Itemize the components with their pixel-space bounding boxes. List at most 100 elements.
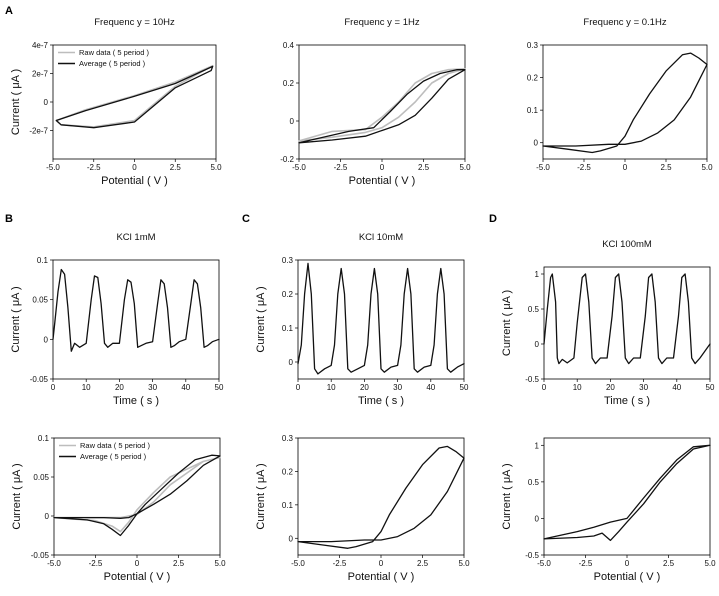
chart-title: KCl 100mM <box>602 239 652 250</box>
chart-panel-d2: -5.0 -2.5 0 2.5 5.0 -0.5 0 0.5 1 Potential ( V ) C… <box>501 437 716 583</box>
y-tick-label: -0.05 <box>30 375 49 384</box>
panel-label: A <box>5 5 13 17</box>
x-tick-label: -2.5 <box>89 559 103 568</box>
x-tick-label: 50 <box>460 383 469 392</box>
y-tick-label: 0.1 <box>527 106 539 115</box>
y-axis-label: Current ( μA ) <box>255 286 267 352</box>
y-axis-label: Current ( μA ) <box>255 463 267 529</box>
x-axis-label: Time ( s ) <box>604 395 650 407</box>
x-axis-label: Time ( s ) <box>358 395 404 407</box>
y-tick-label: 1 <box>535 441 540 450</box>
legend-entry: Raw data ( 5 period ) <box>79 48 150 57</box>
series-line-average <box>297 262 465 375</box>
series-line-average <box>298 69 466 144</box>
x-tick-label: 2.5 <box>170 163 182 172</box>
plot-frame <box>52 259 220 380</box>
y-tick-label: 0.5 <box>528 305 540 314</box>
x-axis-label: Potential ( V ) <box>349 175 416 187</box>
y-tick-label: -0.5 <box>525 551 539 560</box>
chart-panel-a2: Frequenc y = 1Hz -5.0 -2.5 0 2.5 5.0 -0.2 0 0.2 0… <box>280 17 471 187</box>
chart-panel-b2: -5.0 -2.5 0 2.5 5.0 -0.05 0 0.05 0.1 Potential ( … <box>11 434 226 583</box>
y-tick-label: 0.3 <box>282 434 294 443</box>
legend-entry: Average ( 5 period ) <box>80 452 147 461</box>
x-tick-label: 0 <box>379 559 384 568</box>
y-tick-label: 0 <box>45 512 50 521</box>
chart-title: KCl 1mM <box>116 232 155 243</box>
x-tick-label: -5.0 <box>537 559 551 568</box>
y-tick-label: 0.1 <box>282 324 294 333</box>
y-axis-label: Current ( μA ) <box>10 286 22 352</box>
x-tick-label: 10 <box>82 383 91 392</box>
y-tick-label: 0.2 <box>282 467 294 476</box>
plot-frame <box>542 44 708 160</box>
x-tick-label: 0 <box>132 163 137 172</box>
y-tick-label: 0.1 <box>282 501 294 510</box>
x-tick-label: 5.0 <box>459 163 471 172</box>
chart-panel-c2: -5.0 -2.5 0 2.5 5.0 0 0.1 0.2 0.3 Potential ( V )… <box>255 434 470 583</box>
x-tick-label: -2.5 <box>579 559 593 568</box>
x-axis-label: Potential ( V ) <box>101 175 168 187</box>
x-tick-label: 0 <box>380 163 385 172</box>
x-tick-label: 0 <box>296 383 301 392</box>
chart-panel-a3: Frequenc y = 0.1Hz -5.0 -2.5 0 2.5 5.0 0 0.1 0.2… <box>527 17 713 172</box>
x-tick-label: 10 <box>573 383 582 392</box>
x-tick-label: 2.5 <box>173 559 185 568</box>
series-line-average <box>543 444 711 542</box>
y-tick-label: -0.2 <box>280 155 294 164</box>
y-tick-label: -2e-7 <box>29 127 48 136</box>
x-axis-label: Potential ( V ) <box>594 571 661 583</box>
y-tick-label: 0.2 <box>283 79 295 88</box>
x-tick-label: 50 <box>706 383 715 392</box>
y-tick-label: 2e-7 <box>32 70 49 79</box>
x-tick-label: 10 <box>327 383 336 392</box>
x-tick-label: 40 <box>426 383 435 392</box>
x-tick-label: 20 <box>115 383 124 392</box>
y-tick-label: 0 <box>44 98 49 107</box>
y-tick-label: 0.5 <box>528 478 540 487</box>
x-tick-label: -5.0 <box>47 559 61 568</box>
chart-title: Frequenc y = 1Hz <box>344 17 419 28</box>
y-tick-label: 1 <box>535 270 540 279</box>
chart-title: Frequenc y = 10Hz <box>94 17 175 28</box>
x-tick-label: 30 <box>393 383 402 392</box>
y-tick-label: -0.05 <box>31 551 50 560</box>
x-tick-label: 5.0 <box>704 559 716 568</box>
series-line-average <box>52 268 220 352</box>
y-tick-label: 0.3 <box>527 41 539 50</box>
x-tick-label: 5.0 <box>210 163 222 172</box>
panel-label: C <box>242 213 250 225</box>
x-tick-label: 2.5 <box>660 163 672 172</box>
y-axis-label: Current ( μA ) <box>10 69 22 135</box>
y-tick-label: -0.5 <box>525 375 539 384</box>
panel-label: D <box>489 213 497 225</box>
chart-title: KCl 10mM <box>359 232 403 243</box>
chart-panel-a1: A Frequenc y = 10Hz -5.0 -2.5 0 2.5 5.0 -2e-7 0 2… <box>5 5 222 187</box>
y-tick-label: 0 <box>535 340 540 349</box>
y-tick-label: 0 <box>290 117 295 126</box>
legend-entry: Raw data ( 5 period ) <box>80 441 151 450</box>
x-tick-label: 0 <box>623 163 628 172</box>
series-line-average <box>543 273 711 365</box>
chart-title: Frequenc y = 0.1Hz <box>583 17 666 28</box>
x-axis-label: Potential ( V ) <box>348 571 415 583</box>
panel-label: B <box>5 213 13 225</box>
series-line-raw <box>298 68 466 142</box>
y-tick-label: 0 <box>535 514 540 523</box>
x-tick-label: 0 <box>51 383 56 392</box>
x-tick-label: 5.0 <box>214 559 226 568</box>
y-tick-label: 0 <box>44 335 49 344</box>
x-tick-label: 40 <box>181 383 190 392</box>
y-tick-label: 0 <box>534 139 539 148</box>
y-tick-label: 0.2 <box>527 74 539 83</box>
x-tick-label: -2.5 <box>577 163 591 172</box>
x-tick-label: 2.5 <box>418 163 430 172</box>
plot-frame <box>297 259 465 380</box>
y-axis-label: Current ( μA ) <box>501 463 513 529</box>
x-tick-label: -5.0 <box>46 163 60 172</box>
x-tick-label: -5.0 <box>292 163 306 172</box>
series-line-raw <box>53 456 221 533</box>
x-tick-label: 2.5 <box>417 559 429 568</box>
x-tick-label: 5.0 <box>701 163 713 172</box>
y-tick-label: 0.4 <box>283 41 295 50</box>
